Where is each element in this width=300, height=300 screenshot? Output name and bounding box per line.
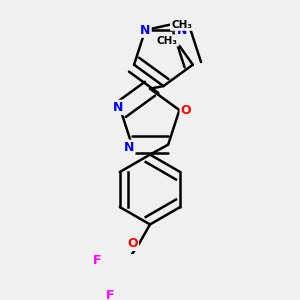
Text: N: N <box>124 141 134 154</box>
Text: N: N <box>113 101 123 114</box>
Text: F: F <box>93 254 102 267</box>
Text: N: N <box>140 24 151 37</box>
Text: O: O <box>127 237 138 250</box>
Text: CH₃: CH₃ <box>157 35 178 46</box>
Text: O: O <box>181 103 191 117</box>
Text: F: F <box>105 289 114 300</box>
Text: CH₃: CH₃ <box>171 20 192 30</box>
Text: N: N <box>176 24 187 37</box>
